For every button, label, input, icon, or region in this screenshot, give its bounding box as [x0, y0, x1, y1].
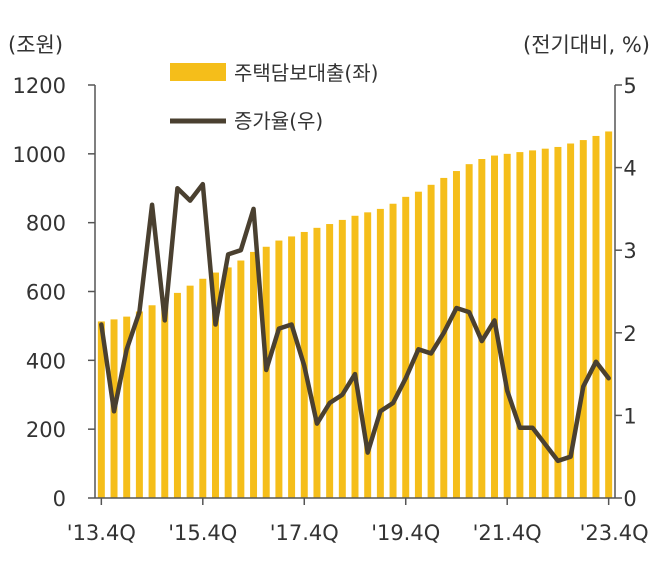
bar-28	[453, 171, 460, 498]
bar-21	[364, 212, 371, 498]
x-tick-label: '21.4Q	[473, 521, 542, 545]
bar-10	[225, 267, 232, 498]
x-tick-label: '15.4Q	[168, 521, 237, 545]
legend-bar-swatch	[170, 63, 226, 81]
right-tick-label: 4	[623, 157, 636, 181]
right-tick-label: 2	[623, 322, 636, 346]
bar-15	[288, 236, 295, 498]
bar-12	[250, 252, 257, 498]
bar-23	[390, 204, 397, 498]
bar-38	[580, 140, 587, 498]
bar-13	[263, 247, 270, 498]
bar-4	[149, 305, 156, 498]
bar-32	[504, 154, 511, 498]
legend-line-label: 증가율(우)	[234, 109, 323, 133]
bar-14	[275, 241, 282, 498]
legend-bar-label: 주택담보대출(좌)	[234, 61, 378, 85]
bar-24	[402, 197, 409, 498]
bar-25	[415, 192, 422, 498]
bar-30	[478, 159, 485, 498]
left-tick-label: 400	[26, 349, 66, 373]
bar-series-group	[98, 131, 612, 498]
legend: 주택담보대출(좌) 증가율(우)	[170, 61, 378, 133]
bar-18	[326, 224, 333, 498]
bar-29	[466, 164, 473, 498]
right-tick-label: 3	[623, 239, 636, 263]
bar-5	[161, 300, 168, 498]
left-tick-label: 800	[26, 212, 66, 236]
bar-6	[174, 293, 181, 498]
left-tick-label: 600	[26, 281, 66, 305]
bar-3	[136, 311, 143, 498]
bar-36	[554, 147, 561, 498]
bar-8	[199, 279, 206, 498]
right-tick-label: 1	[623, 404, 636, 428]
bar-40	[605, 131, 612, 498]
x-tick-label: '19.4Q	[371, 521, 440, 545]
left-tick-label: 1000	[13, 143, 66, 167]
bar-33	[516, 152, 523, 498]
left-tick-label: 1200	[13, 74, 66, 98]
bar-22	[377, 209, 384, 498]
right-tick-label: 0	[623, 487, 636, 511]
right-tick-label: 5	[623, 74, 636, 98]
x-tick-label: '17.4Q	[270, 521, 339, 545]
left-tick-label: 200	[26, 418, 66, 442]
bar-17	[313, 228, 320, 498]
bar-26	[428, 185, 435, 498]
bar-11	[237, 261, 244, 498]
bar-34	[529, 150, 536, 498]
left-axis-unit-label: (조원)	[8, 33, 63, 57]
right-axis-unit-label: (전기대비, %)	[523, 33, 650, 57]
bar-7	[187, 286, 194, 498]
bar-39	[592, 136, 599, 498]
left-tick-label: 0	[53, 487, 66, 511]
bar-20	[352, 216, 359, 498]
x-tick-label: '23.4Q	[580, 521, 649, 545]
x-tick-label: '13.4Q	[67, 521, 136, 545]
bar-19	[339, 220, 346, 498]
